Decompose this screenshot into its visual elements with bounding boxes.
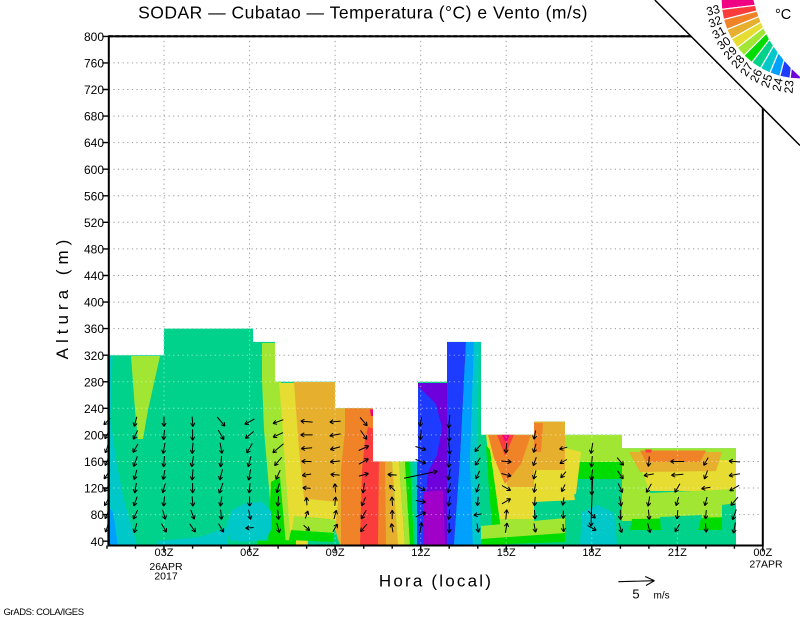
svg-text:440: 440 bbox=[84, 269, 104, 283]
svg-text:23: 23 bbox=[782, 79, 797, 94]
svg-text:120: 120 bbox=[84, 482, 104, 496]
svg-text:Altura (m): Altura (m) bbox=[53, 235, 72, 360]
svg-text:m/s: m/s bbox=[654, 591, 670, 602]
svg-text:680: 680 bbox=[84, 110, 104, 124]
svg-text:320: 320 bbox=[84, 349, 104, 363]
svg-text:200: 200 bbox=[84, 429, 104, 443]
svg-text:12Z: 12Z bbox=[411, 547, 430, 559]
svg-text:33: 33 bbox=[705, 2, 722, 19]
svg-text:00Z: 00Z bbox=[753, 547, 772, 559]
svg-text:18Z: 18Z bbox=[582, 547, 601, 559]
svg-text:520: 520 bbox=[84, 216, 104, 230]
svg-text:26APR: 26APR bbox=[149, 561, 183, 573]
svg-text:°C: °C bbox=[775, 7, 791, 23]
svg-text:80: 80 bbox=[91, 508, 105, 522]
svg-text:27APR: 27APR bbox=[749, 559, 783, 571]
svg-text:40: 40 bbox=[91, 535, 105, 549]
svg-text:400: 400 bbox=[84, 296, 104, 310]
svg-text:360: 360 bbox=[84, 322, 104, 336]
svg-text:24: 24 bbox=[769, 76, 785, 92]
svg-text:32: 32 bbox=[706, 13, 724, 31]
svg-text:240: 240 bbox=[84, 402, 104, 416]
svg-text:06Z: 06Z bbox=[240, 547, 259, 559]
svg-text:480: 480 bbox=[84, 243, 104, 257]
svg-text:560: 560 bbox=[84, 189, 104, 203]
svg-text:760: 760 bbox=[84, 57, 104, 71]
svg-text:03Z: 03Z bbox=[155, 547, 174, 559]
svg-text:600: 600 bbox=[84, 163, 104, 177]
svg-text:5: 5 bbox=[632, 587, 639, 602]
svg-text:Hora (local): Hora (local) bbox=[379, 572, 493, 591]
svg-text:09Z: 09Z bbox=[326, 547, 345, 559]
svg-text:800: 800 bbox=[84, 30, 104, 44]
svg-text:720: 720 bbox=[84, 83, 104, 97]
svg-text:160: 160 bbox=[84, 455, 104, 469]
svg-text:21Z: 21Z bbox=[668, 547, 687, 559]
svg-text:280: 280 bbox=[84, 375, 104, 389]
svg-text:26: 26 bbox=[747, 66, 766, 84]
svg-text:31: 31 bbox=[710, 23, 729, 42]
svg-text:2017: 2017 bbox=[154, 571, 178, 583]
svg-text:GrADS: COLA/IGES: GrADS: COLA/IGES bbox=[4, 607, 84, 618]
svg-text:25: 25 bbox=[758, 72, 776, 89]
svg-text:SODAR — Cubatao — Temperatura: SODAR — Cubatao — Temperatura (°C) e Ven… bbox=[138, 3, 588, 23]
svg-text:15Z: 15Z bbox=[497, 547, 516, 559]
svg-text:640: 640 bbox=[84, 136, 104, 150]
